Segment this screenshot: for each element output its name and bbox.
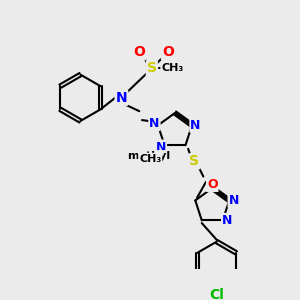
Text: N: N [190, 119, 201, 132]
Text: O: O [134, 45, 145, 59]
Text: N: N [229, 194, 239, 207]
Text: CH₃: CH₃ [161, 63, 183, 73]
Text: S: S [147, 61, 157, 75]
Text: Cl: Cl [209, 288, 224, 300]
Text: N: N [156, 140, 166, 154]
Text: N: N [116, 91, 127, 105]
Text: O: O [207, 178, 217, 191]
Text: CH₃: CH₃ [139, 154, 161, 164]
Text: N: N [222, 214, 232, 227]
Text: methyl: methyl [127, 151, 170, 161]
Text: O: O [162, 45, 174, 59]
Text: N: N [149, 117, 160, 130]
Text: S: S [189, 154, 200, 168]
